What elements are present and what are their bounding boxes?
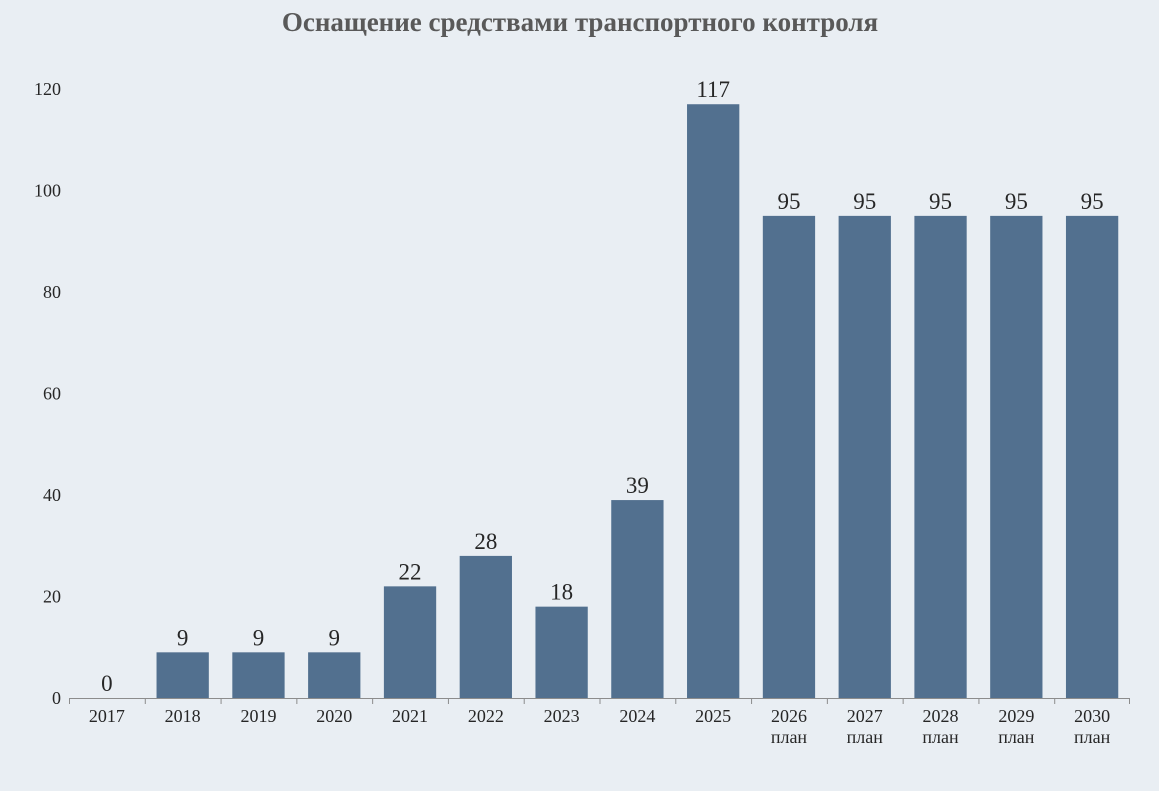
data-label: 9 (329, 625, 341, 650)
x-tick-label: 2017 (89, 706, 125, 726)
x-axis: 2017 2018 2019 2020 2021 2022 2023 2024 2025 2026… (69, 698, 1130, 747)
data-label: 28 (474, 529, 497, 554)
x-tick-label: 2022 (468, 706, 504, 726)
x-tick-label: 2023 (544, 706, 580, 726)
y-tick-label: 20 (43, 587, 61, 607)
data-label: 39 (626, 473, 649, 498)
y-tick-label: 80 (43, 282, 61, 302)
x-tick-label: 2024 (619, 706, 655, 726)
data-label: 22 (399, 559, 422, 584)
data-label: 95 (777, 189, 800, 214)
y-tick-label: 60 (43, 384, 61, 404)
x-tick-label: 2021 (392, 706, 428, 726)
x-tick-label: 2025 (695, 706, 731, 726)
bar (383, 586, 437, 698)
x-tick-label: 2020 (316, 706, 352, 726)
bar (232, 652, 285, 698)
x-tick-label: 2019 (240, 706, 276, 726)
bar (838, 215, 891, 698)
x-tick-label: 2029 план (998, 706, 1035, 747)
y-tick-label: 40 (43, 485, 61, 505)
bar (459, 555, 512, 698)
bar (535, 606, 588, 698)
bar (990, 215, 1043, 698)
y-tick-label: 100 (34, 181, 61, 201)
data-label: 9 (177, 625, 189, 650)
data-label: 95 (1081, 189, 1104, 214)
bar (687, 104, 740, 699)
data-label: 18 (550, 580, 573, 605)
data-label: 95 (929, 189, 952, 214)
data-label: 95 (853, 189, 876, 214)
bars-group (156, 104, 1119, 699)
bar (308, 652, 361, 698)
bar (1065, 215, 1119, 698)
x-tick-label: 2026 план (771, 706, 808, 747)
data-label: 9 (253, 625, 265, 650)
x-tick-label: 2028 план (922, 706, 959, 747)
bar (156, 652, 209, 698)
x-tick-label: 2030 план (1074, 706, 1111, 747)
data-label: 117 (696, 77, 730, 102)
chart-title: Оснащение средствами транспортного контр… (282, 7, 878, 37)
data-label: 95 (1005, 189, 1028, 214)
data-labels-group: 0 9 9 9 22 28 18 39 117 95 95 95 95 95 (101, 77, 1103, 696)
x-tick-label: 2027 план (847, 706, 884, 747)
bar (762, 215, 816, 698)
data-label: 0 (101, 671, 113, 696)
x-tick-label: 2018 (165, 706, 201, 726)
y-tick-label: 0 (52, 688, 61, 708)
y-axis: 0 20 40 60 80 100 120 (34, 79, 61, 708)
bar (611, 500, 664, 698)
y-tick-label: 120 (34, 79, 61, 99)
bar (914, 215, 967, 698)
